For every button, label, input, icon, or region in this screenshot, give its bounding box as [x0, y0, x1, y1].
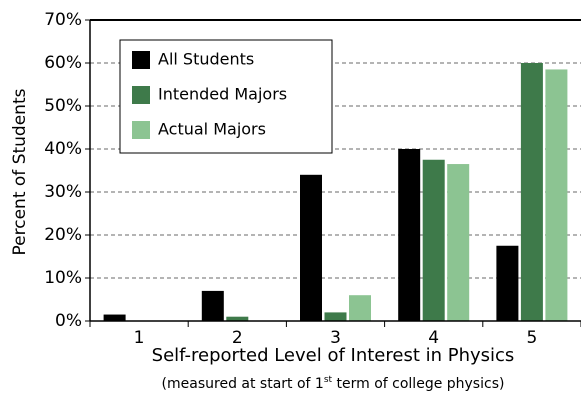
x-tick-label: 5 [526, 328, 537, 348]
y-tick-label: 70% [44, 10, 82, 30]
x-tick-label: 4 [428, 328, 439, 348]
y-tick-label: 0% [55, 311, 82, 331]
x-axis-note: (measured at start of 1st term of colleg… [162, 375, 505, 393]
y-tick-label: 20% [44, 225, 82, 245]
y-tick-label: 60% [44, 53, 82, 73]
bar [103, 314, 126, 321]
note-part: term of college physics) [332, 376, 504, 392]
bar [447, 164, 470, 321]
bar [496, 245, 519, 321]
bar [545, 69, 568, 321]
bar [398, 149, 421, 321]
x-tick-label: 1 [134, 328, 145, 348]
y-axis-label: Percent of Students [10, 88, 30, 255]
bar [300, 174, 322, 321]
legend-label: Actual Majors [158, 120, 266, 139]
note-superscript: st [324, 375, 333, 385]
legend-swatch [132, 51, 150, 69]
legend-label: Intended Majors [158, 85, 287, 104]
legend-box [119, 39, 333, 154]
x-axis-label: Self-reported Level of Interest in Physi… [152, 345, 515, 366]
x-tick-label: 3 [330, 328, 341, 348]
bar [324, 312, 347, 321]
legend-swatch [132, 86, 150, 104]
bar [349, 295, 371, 321]
y-tick-label: 40% [44, 139, 82, 159]
legend-swatch [132, 121, 150, 139]
bar [520, 63, 543, 321]
y-tick-label: 50% [44, 96, 82, 116]
note-part: (measured at start of 1 [162, 376, 324, 392]
bar [201, 290, 224, 321]
x-tick-label: 2 [232, 328, 243, 348]
y-tick-label: 10% [44, 268, 82, 288]
bar [226, 316, 249, 321]
legend-label: All Students [158, 50, 254, 69]
bar [422, 159, 445, 321]
y-tick-label: 30% [44, 182, 82, 202]
